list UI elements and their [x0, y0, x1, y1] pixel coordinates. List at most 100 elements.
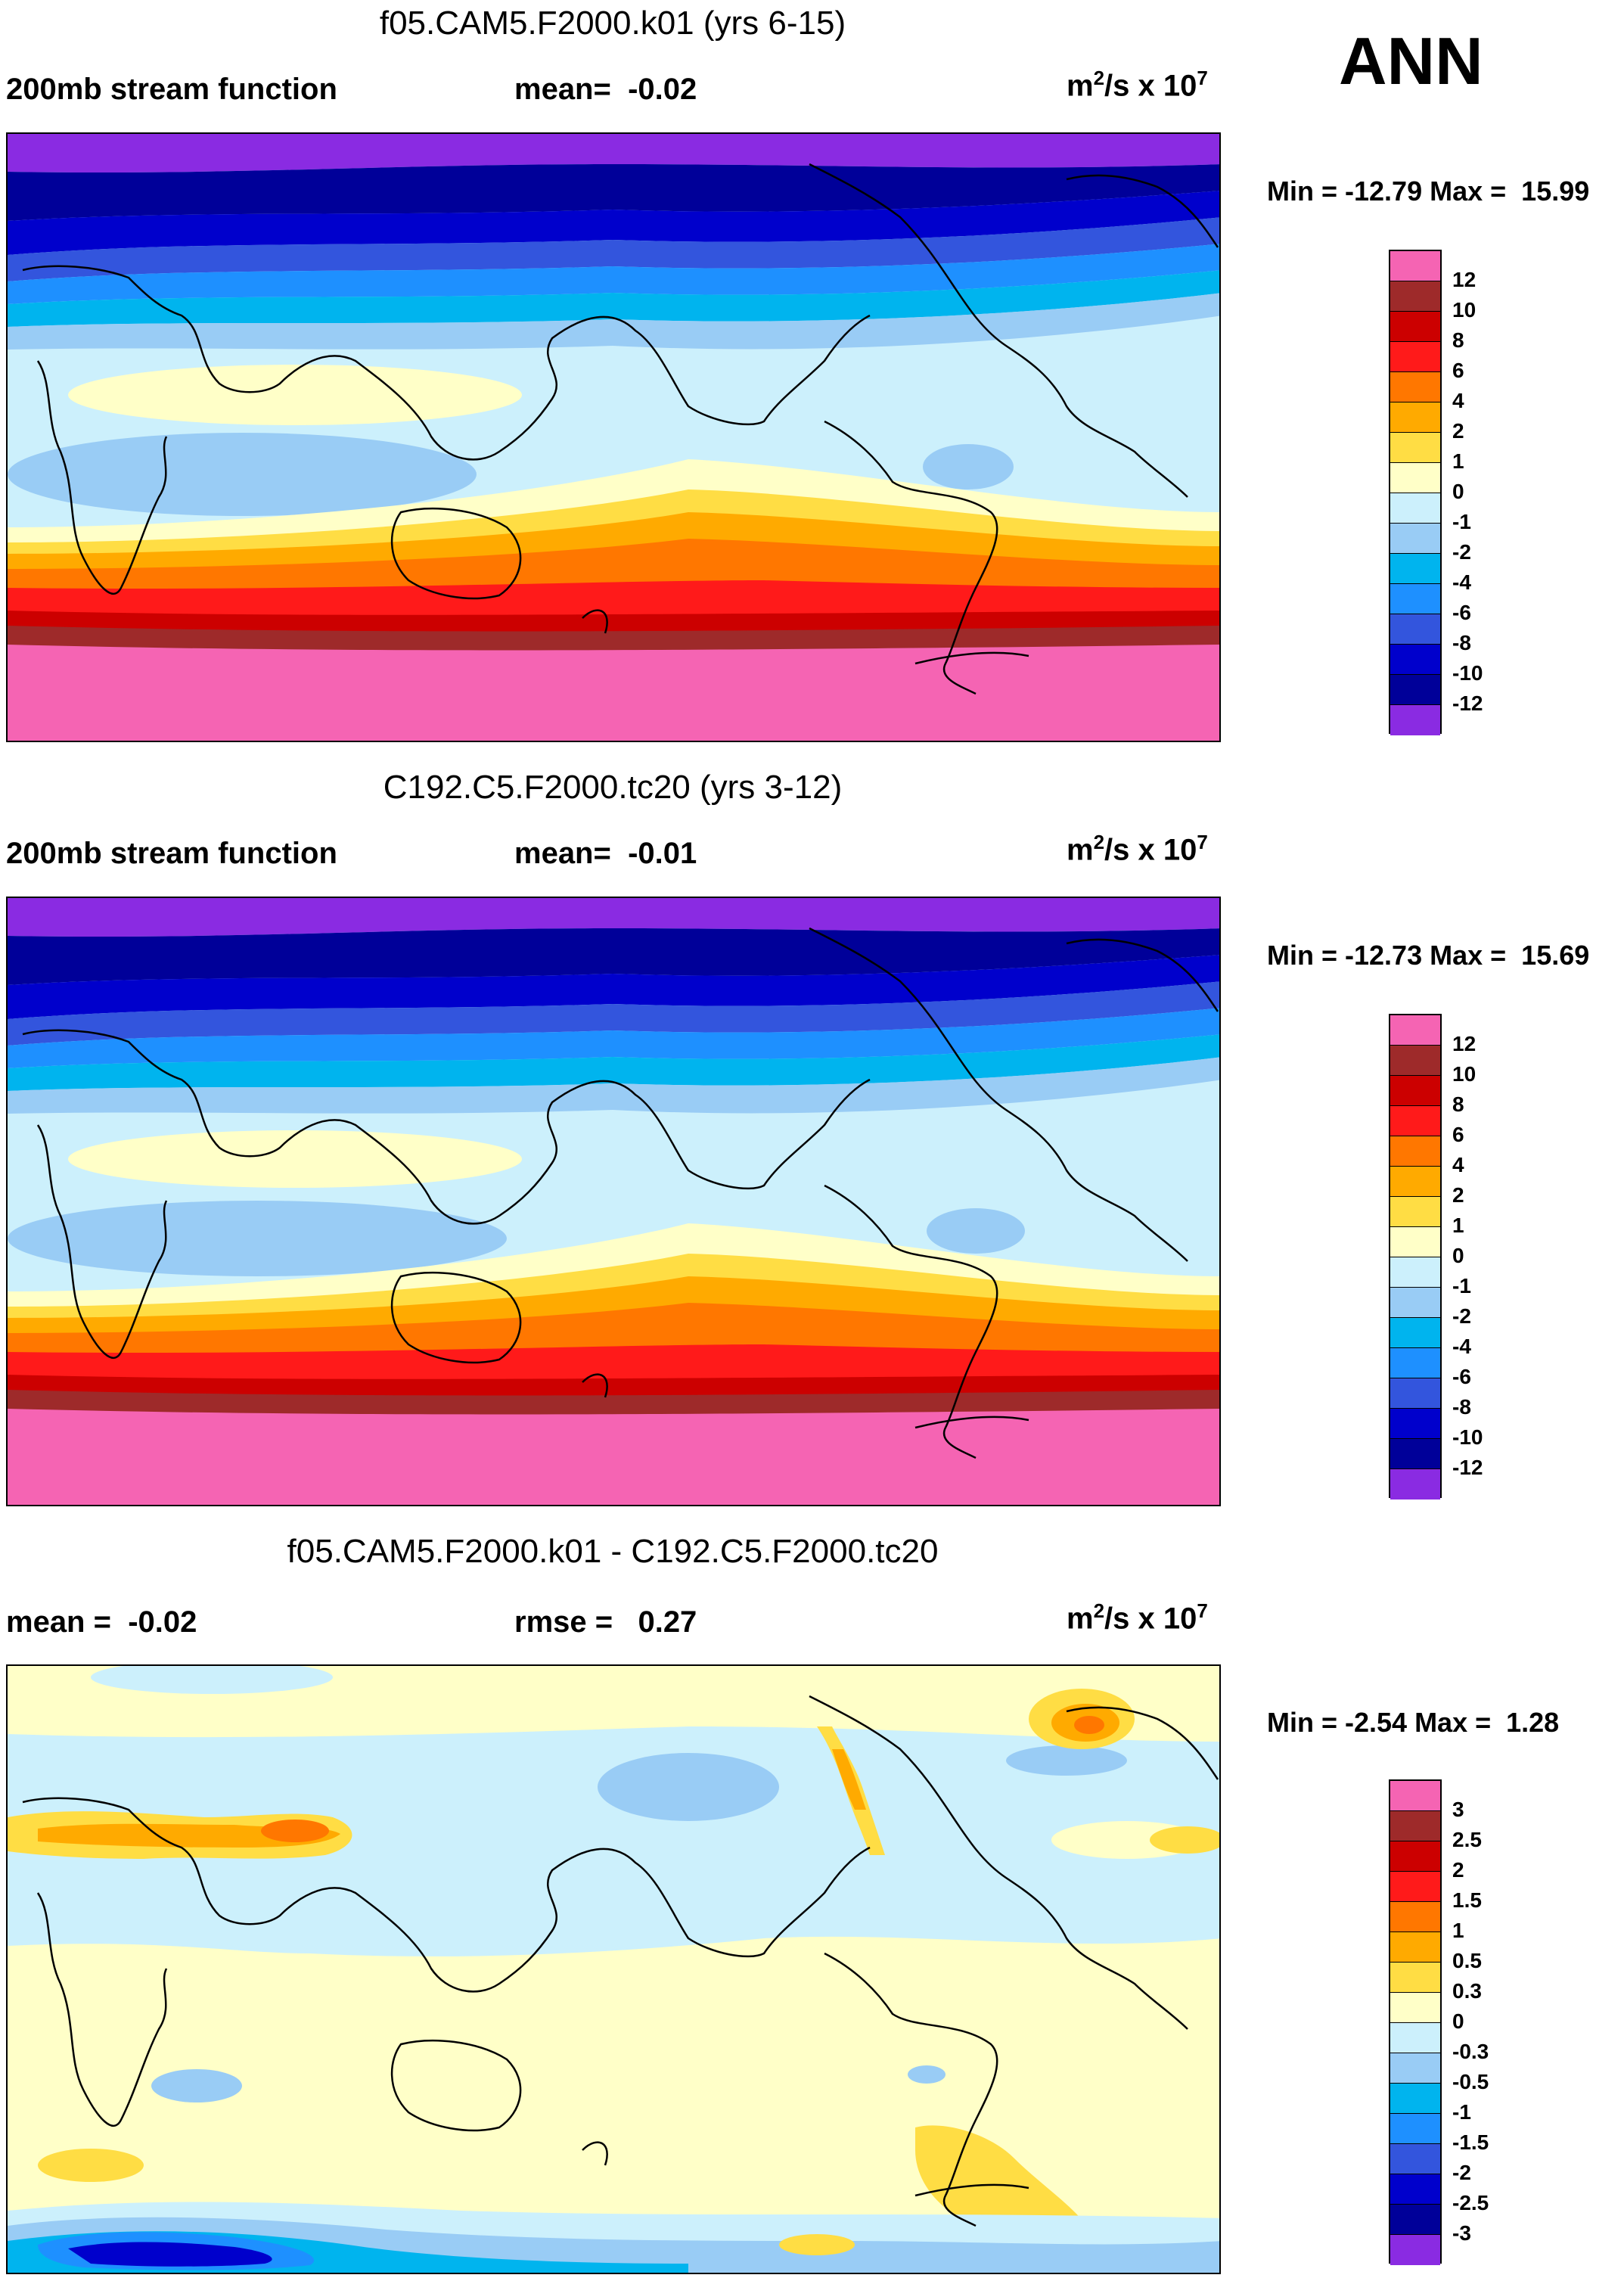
panel3-colorbar-tick-label: -3: [1452, 2221, 1471, 2245]
panel2-colorbar-labels: 12 10 8 6 4 2 1 0 -1 -2 -4 -6 -8 -10 -12: [1452, 1014, 1543, 1498]
panel3-colorbar: [1389, 1779, 1442, 2265]
panel1-colorbar-swatch: [1390, 524, 1440, 554]
panel1-colorbar-swatch: [1390, 493, 1440, 524]
panel2-colorbar-swatch: [1390, 1106, 1440, 1136]
panel2-colorbar-swatch: [1390, 1469, 1440, 1500]
panel2-colorbar-tick-label: 6: [1452, 1123, 1464, 1146]
panel2-colorbar-swatch: [1390, 1288, 1440, 1318]
panel3-colorbar-tick-label: -0.3: [1452, 2040, 1489, 2063]
panel1-colorbar-swatch: [1390, 614, 1440, 645]
panel3-colorbar-swatch: [1390, 2053, 1440, 2084]
panel2-colorbar-swatch: [1390, 1227, 1440, 1257]
panel2-colorbar-tick-label: 12: [1452, 1032, 1477, 1055]
panel1-colorbar-tick-label: -12: [1452, 691, 1483, 715]
panel3-colorbar-tick-label: -1.5: [1452, 2130, 1489, 2154]
panel3-colorbar-swatch: [1390, 2084, 1440, 2114]
panel1-colorbar-tick-label: -2: [1452, 540, 1471, 564]
panel3-colorbar-swatch: [1390, 1932, 1440, 1963]
panel1-colorbar-tick-label: 4: [1452, 389, 1464, 412]
season-label: ANN: [1339, 23, 1483, 98]
panel3-mean: mean = -0.02: [6, 1605, 197, 1639]
panel1-colorbar-swatch: [1390, 312, 1440, 342]
panel2-colorbar-swatch: [1390, 1046, 1440, 1076]
panel1-colorbar-labels: 12 10 8 6 4 2 1 0 -1 -2 -4 -6 -8 -10 -12: [1452, 250, 1543, 734]
panel2-colorbar-swatch: [1390, 1197, 1440, 1227]
panel3-minmax: Min = -2.54 Max = 1.28: [1267, 1707, 1560, 1738]
panel1-colorbar-swatch: [1390, 584, 1440, 614]
panel1-colorbar-swatch: [1390, 645, 1440, 675]
panel2-colorbar-tick-label: -10: [1452, 1425, 1483, 1449]
panel2-colorbar-tick-label: -4: [1452, 1335, 1471, 1358]
panel3-colorbar-swatch: [1390, 1841, 1440, 1872]
panel2-colorbar-swatch: [1390, 1318, 1440, 1348]
panel2-colorbar-tick-label: 8: [1452, 1092, 1464, 1116]
panel1-colorbar-tick-label: 6: [1452, 359, 1464, 382]
panel1-colorbar-swatch: [1390, 705, 1440, 735]
panel3-colorbar-swatch: [1390, 2144, 1440, 2174]
panel2-colorbar-tick-label: 10: [1452, 1062, 1477, 1086]
panel3-colorbar-tick-label: 1: [1452, 1919, 1464, 1942]
panel1-colorbar-swatch: [1390, 251, 1440, 281]
panel3-colorbar-swatch: [1390, 1811, 1440, 1841]
panel1-colorbar-swatch: [1390, 554, 1440, 584]
panel3-rmse: rmse = 0.27: [514, 1605, 697, 1639]
panel2-colorbar-tick-label: 2: [1452, 1183, 1464, 1207]
panel1-mean: mean= -0.02: [514, 73, 697, 106]
panel2-colorbar-swatch: [1390, 1076, 1440, 1106]
panel2-colorbar-tick-label: 4: [1452, 1153, 1464, 1176]
panel3-colorbar-tick-label: 2: [1452, 1858, 1464, 1882]
panel2-colorbar-swatch: [1390, 1409, 1440, 1439]
panel2-mean: mean= -0.01: [514, 837, 697, 870]
panel3-colorbar-swatch: [1390, 2174, 1440, 2205]
panel1-colorbar-tick-label: -1: [1452, 510, 1471, 533]
panel3-colorbar-tick-label: -2.5: [1452, 2191, 1489, 2214]
panel3-colorbar-tick-label: 0.5: [1452, 1949, 1482, 1972]
panel1-colorbar-tick-label: 10: [1452, 298, 1477, 322]
panel2-colorbar-tick-label: -6: [1452, 1365, 1471, 1388]
panel3-title: f05.CAM5.F2000.k01 - C192.C5.F2000.tc20: [287, 1533, 939, 1570]
panel1-colorbar-swatch: [1390, 402, 1440, 433]
panel2-colorbar-swatch: [1390, 1167, 1440, 1197]
panel1-colorbar: [1389, 250, 1442, 735]
panel3-colorbar-tick-label: 3: [1452, 1798, 1464, 1821]
panel3-colorbar-swatch: [1390, 1872, 1440, 1902]
panel3-colorbar-swatch: [1390, 1993, 1440, 2023]
panel1-colorbar-tick-label: 12: [1452, 268, 1477, 291]
panel1-colorbar-tick-label: -4: [1452, 570, 1471, 594]
panel2-colorbar-swatch: [1390, 1378, 1440, 1409]
panel1-colorbar-tick-label: -8: [1452, 631, 1471, 654]
panel2-colorbar-tick-label: -12: [1452, 1456, 1483, 1479]
panel3-colorbar-swatch: [1390, 1781, 1440, 1811]
panel2-colorbar-tick-label: -1: [1452, 1274, 1471, 1297]
panel2-colorbar-tick-label: 1: [1452, 1214, 1464, 1237]
panel2-colorbar-swatch: [1390, 1257, 1440, 1288]
panel2-colorbar-tick-label: 0: [1452, 1244, 1464, 1267]
panel1-colorbar-swatch: [1390, 372, 1440, 402]
panel1-colorbar-tick-label: 0: [1452, 480, 1464, 503]
panel1-colorbar-swatch: [1390, 281, 1440, 312]
panel1-field: 200mb stream function: [6, 73, 337, 106]
panel3-colorbar-tick-label: 2.5: [1452, 1828, 1482, 1851]
panel1-colorbar-tick-label: 2: [1452, 419, 1464, 443]
panel3-units: m2/s x 107: [1067, 1599, 1208, 1636]
panel2-colorbar-swatch: [1390, 1015, 1440, 1046]
panel2-colorbar-swatch: [1390, 1348, 1440, 1378]
panel2-colorbar-swatch: [1390, 1439, 1440, 1469]
panel3-colorbar-swatch: [1390, 2023, 1440, 2053]
panel1-colorbar-tick-label: -10: [1452, 661, 1483, 685]
panel2-colorbar-tick-label: -8: [1452, 1395, 1471, 1419]
panel1-colorbar-tick-label: 1: [1452, 449, 1464, 473]
panel1-map: [6, 132, 1221, 742]
panel1-colorbar-tick-label: 8: [1452, 328, 1464, 352]
panel3-colorbar-tick-label: -1: [1452, 2100, 1471, 2124]
panel3-colorbar-swatch: [1390, 2114, 1440, 2144]
panel3-colorbar-tick-label: 0: [1452, 2009, 1464, 2033]
panel2-colorbar: [1389, 1014, 1442, 1500]
panel2-minmax: Min = -12.73 Max = 15.69: [1267, 940, 1590, 971]
panel2-colorbar-swatch: [1390, 1136, 1440, 1167]
panel1-title: f05.CAM5.F2000.k01 (yrs 6-15): [379, 5, 846, 42]
panel1-colorbar-swatch: [1390, 463, 1440, 493]
panel3-colorbar-tick-label: 1.5: [1452, 1888, 1482, 1912]
panel2-units: m2/s x 107: [1067, 831, 1208, 867]
panel1-colorbar-swatch: [1390, 675, 1440, 705]
